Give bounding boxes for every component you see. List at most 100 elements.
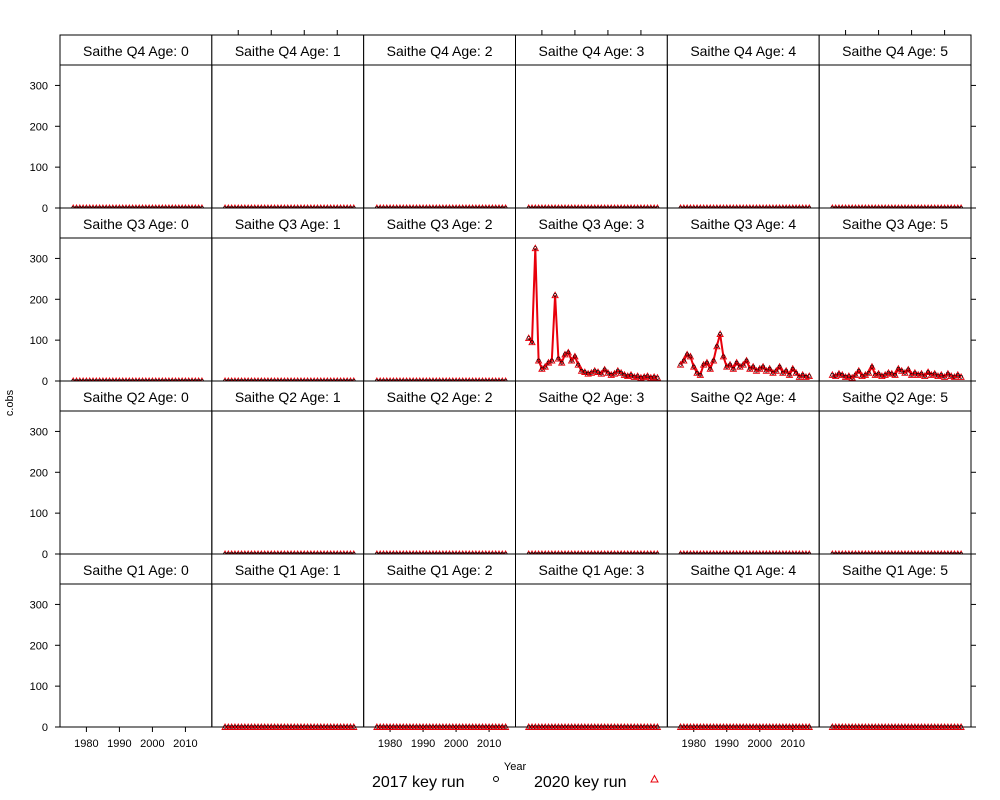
panel-frame bbox=[363, 410, 516, 555]
data-point-2017 bbox=[533, 246, 538, 251]
x-tick-label: 1980 bbox=[378, 738, 402, 750]
data-point-2017 bbox=[784, 368, 789, 373]
panel-frame bbox=[59, 64, 213, 209]
x-tick-label: 1980 bbox=[681, 738, 705, 750]
data-point-2017 bbox=[751, 364, 756, 369]
data-point-2017 bbox=[780, 370, 785, 375]
legend: 2017 key run 2020 key run bbox=[372, 774, 659, 791]
panel: Saithe Q2 Age: 5 bbox=[818, 380, 976, 557]
y-tick-label: 200 bbox=[30, 640, 48, 652]
data-point-2017 bbox=[536, 358, 541, 363]
data-point-2017 bbox=[718, 332, 723, 336]
x-axis-label: Year bbox=[504, 761, 527, 773]
data-point-2017 bbox=[526, 336, 531, 341]
data-point-2017 bbox=[903, 370, 907, 375]
data-point-2017 bbox=[837, 371, 841, 376]
panel-strip bbox=[818, 34, 972, 66]
data-point-2017 bbox=[688, 354, 693, 359]
panel: Saithe Q2 Age: 2 bbox=[363, 380, 516, 557]
y-tick-label: 0 bbox=[42, 203, 48, 215]
data-point-2017 bbox=[576, 362, 581, 367]
panel-strip bbox=[666, 553, 820, 585]
y-tick-label: 100 bbox=[30, 508, 48, 520]
panel-frame bbox=[666, 237, 820, 382]
data-point-2017 bbox=[546, 360, 551, 365]
data-point-2017 bbox=[919, 371, 924, 376]
data-point-2017 bbox=[939, 372, 944, 377]
data-point-2017 bbox=[619, 370, 624, 375]
data-point-2017 bbox=[530, 340, 534, 345]
panel: Saithe Q1 Age: 2 1980 1990 2000 2010 bbox=[363, 553, 516, 750]
x-tick-label: 2010 bbox=[477, 738, 501, 750]
panel-title: Saithe Q1 Age: 2 bbox=[387, 562, 493, 578]
panel: Saithe Q2 Age: 4 bbox=[666, 380, 820, 557]
panel-grid: Saithe Q4 Age: 0 0 100 200 300 Saithe Q4 Age:… bbox=[30, 30, 976, 750]
data-point-2017 bbox=[959, 375, 963, 379]
x-tick-label: 2000 bbox=[748, 738, 772, 750]
data-point-2017 bbox=[731, 366, 736, 371]
panel: Saithe Q2 Age: 3 bbox=[515, 380, 668, 557]
panel-strip bbox=[363, 34, 516, 66]
data-point-2017 bbox=[503, 725, 508, 729]
panel-title: Saithe Q1 Age: 3 bbox=[538, 562, 644, 578]
data-point-2017 bbox=[767, 366, 772, 371]
legend-marker-2017 bbox=[493, 776, 499, 782]
panel: Saithe Q2 Age: 1 bbox=[211, 380, 365, 557]
panel-strip bbox=[59, 380, 213, 412]
data-point-2017 bbox=[764, 368, 769, 373]
panel: Saithe Q3 Age: 0 0 100 200 300 bbox=[30, 207, 213, 388]
y-axis-label: c.obs bbox=[4, 389, 16, 416]
panel-title: Saithe Q4 Age: 3 bbox=[538, 43, 644, 59]
data-point-2017 bbox=[351, 725, 356, 729]
data-point-2017 bbox=[592, 368, 597, 373]
panel-frame bbox=[211, 583, 365, 728]
data-point-2017 bbox=[912, 370, 917, 375]
panel-frame bbox=[211, 237, 365, 382]
panel-frame bbox=[363, 64, 516, 209]
x-tick-label: 2000 bbox=[444, 738, 468, 750]
panel-title: Saithe Q3 Age: 0 bbox=[83, 216, 189, 232]
panel: Saithe Q4 Age: 4 bbox=[666, 34, 820, 211]
y-tick-label: 0 bbox=[42, 549, 48, 561]
panel-frame bbox=[59, 583, 213, 728]
data-point-2017 bbox=[553, 293, 558, 298]
data-point-2017 bbox=[777, 364, 782, 369]
data-point-2017 bbox=[870, 364, 874, 369]
panel: Saithe Q4 Age: 2 bbox=[363, 34, 516, 211]
data-point-2017 bbox=[602, 367, 607, 372]
panel: Saithe Q3 Age: 2 bbox=[363, 207, 516, 384]
panel-title: Saithe Q2 Age: 4 bbox=[690, 389, 796, 405]
data-point-2017 bbox=[695, 370, 699, 375]
data-point-2017 bbox=[622, 372, 627, 377]
panel-strip bbox=[818, 380, 972, 412]
x-tick-label: 1990 bbox=[411, 738, 435, 750]
data-point-2017 bbox=[797, 375, 802, 379]
panel-frame bbox=[211, 64, 365, 209]
panel-title: Saithe Q1 Age: 5 bbox=[842, 562, 948, 578]
panel: Saithe Q4 Age: 3 bbox=[515, 30, 668, 211]
panel-title: Saithe Q3 Age: 1 bbox=[235, 216, 341, 232]
y-tick-label: 200 bbox=[30, 121, 48, 133]
y-tick-label: 300 bbox=[30, 426, 48, 438]
data-point-2017 bbox=[559, 360, 564, 365]
panel-title: Saithe Q4 Age: 0 bbox=[83, 43, 189, 59]
y-tick-label: 0 bbox=[42, 722, 48, 734]
data-point-2017 bbox=[955, 372, 960, 377]
data-point-2017 bbox=[734, 360, 739, 365]
y-tick-label: 100 bbox=[30, 681, 48, 693]
panel-title: Saithe Q3 Age: 5 bbox=[842, 216, 948, 232]
data-point-2017 bbox=[681, 358, 686, 363]
panel-strip bbox=[818, 207, 972, 239]
data-point-2017 bbox=[807, 374, 812, 378]
series-line-2020 bbox=[527, 248, 658, 379]
data-point-2017 bbox=[906, 367, 911, 372]
panel: Saithe Q3 Age: 3 bbox=[515, 207, 668, 382]
panel-title: Saithe Q2 Age: 0 bbox=[83, 389, 189, 405]
panel-title: Saithe Q4 Age: 2 bbox=[387, 43, 493, 59]
y-tick-label: 300 bbox=[30, 599, 48, 611]
data-point-2017 bbox=[556, 356, 561, 361]
x-tick-label: 2010 bbox=[781, 738, 805, 750]
panel-strip bbox=[59, 553, 213, 585]
panel: Saithe Q4 Age: 0 0 100 200 300 bbox=[30, 34, 213, 215]
